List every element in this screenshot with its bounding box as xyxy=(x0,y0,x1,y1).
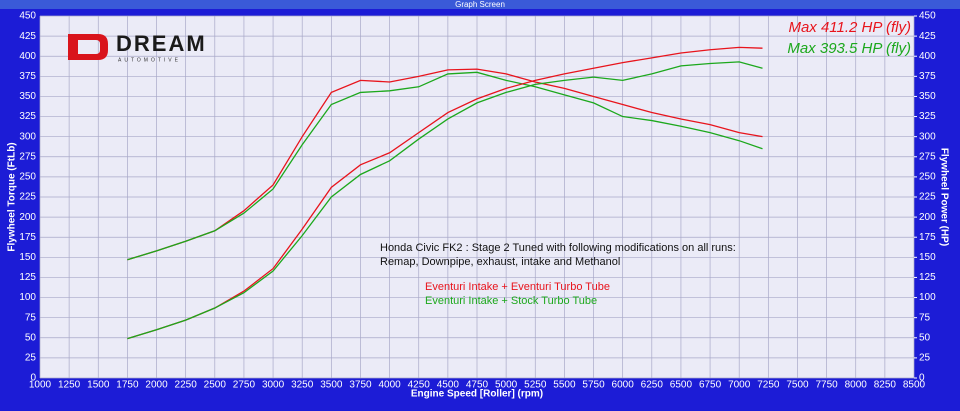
y-tick-label: 350 xyxy=(19,91,36,102)
x-tick-label: 4250 xyxy=(408,380,431,391)
logo: DREAM AUTOMOTIVE xyxy=(68,31,207,63)
y2-tick-label: 75 xyxy=(919,312,931,323)
y2-tick-label: 200 xyxy=(919,212,936,223)
x-tick-label: 7750 xyxy=(815,380,838,391)
lines xyxy=(127,46,763,340)
y2-tick-label: 225 xyxy=(919,192,936,203)
x-tick-label: 3000 xyxy=(262,380,285,391)
y-tick-label: 150 xyxy=(19,252,36,263)
y-tick-label: 0 xyxy=(30,373,36,384)
max-label: Max 393.5 HP (fly) xyxy=(787,40,911,57)
y-tick-label: 400 xyxy=(19,51,36,62)
y-tick-label: 375 xyxy=(19,71,36,82)
y2-tick-label: 425 xyxy=(919,31,936,42)
window-title: Graph Screen xyxy=(455,0,505,9)
x-tick-label: 1250 xyxy=(58,380,81,391)
y2-tick-label: 325 xyxy=(919,111,936,122)
x-tick-label: 6750 xyxy=(699,380,722,391)
y-tick-label: 325 xyxy=(19,111,36,122)
y2-tick-label: 275 xyxy=(919,151,936,162)
y2-tick-label: 175 xyxy=(919,232,936,243)
legend-entry: Eventuri Intake + Eventuri Turbo Tube xyxy=(425,281,610,293)
y2-tick-label: 450 xyxy=(919,11,936,22)
x-tick-label: 4500 xyxy=(437,380,460,391)
y-tick-label: 450 xyxy=(19,11,36,22)
y2-tick-label: 375 xyxy=(919,71,936,82)
y2-tick-label: 350 xyxy=(919,91,936,102)
y2-tick-label: 50 xyxy=(919,332,931,343)
x-axis-title: Engine Speed [Roller] (rpm) xyxy=(411,389,543,400)
y2-tick-label: 400 xyxy=(919,51,936,62)
logo-icon xyxy=(68,34,108,60)
y-tick-label: 75 xyxy=(25,312,37,323)
x-tick-label: 2750 xyxy=(233,380,256,391)
y-tick-label: 425 xyxy=(19,31,36,42)
series-line xyxy=(127,68,763,261)
y-tick-label: 100 xyxy=(19,292,36,303)
series-line xyxy=(127,71,763,261)
y2-tick-label: 100 xyxy=(919,292,936,303)
x-tick-label: 1750 xyxy=(116,380,139,391)
y-tick-label: 175 xyxy=(19,232,36,243)
y-tick-label: 25 xyxy=(25,353,37,364)
annotation: Remap, Downpipe, exhaust, intake and Met… xyxy=(380,256,620,268)
y-tick-label: 225 xyxy=(19,192,36,203)
x-tick-label: 3250 xyxy=(291,380,314,391)
y-tick-label: 200 xyxy=(19,212,36,223)
x-tick-label: 6000 xyxy=(612,380,635,391)
x-tick-label: 3750 xyxy=(349,380,372,391)
y2-tick-label: 25 xyxy=(919,353,931,364)
x-tick-label: 5250 xyxy=(524,380,547,391)
x-tick-label: 6500 xyxy=(670,380,693,391)
logo-subtitle: AUTOMOTIVE xyxy=(118,57,181,63)
y-tick-label: 250 xyxy=(19,172,36,183)
grid xyxy=(39,15,915,379)
x-tick-label: 6250 xyxy=(641,380,664,391)
y2-tick-label: 250 xyxy=(919,172,936,183)
y-tick-label: 300 xyxy=(19,131,36,142)
y2-axis-title: Flywheel Power (HP) xyxy=(938,148,949,246)
title-bar xyxy=(0,0,960,9)
y2-tick-label: 0 xyxy=(919,373,925,384)
x-tick-label: 7250 xyxy=(757,380,780,391)
y-tick-label: 50 xyxy=(25,332,37,343)
x-tick-label: 2500 xyxy=(204,380,227,391)
y-axis-title: Flywheel Torque (FtLb) xyxy=(7,142,18,251)
x-tick-label: 7000 xyxy=(728,380,751,391)
logo-text: DREAM xyxy=(116,31,207,56)
x-tick-label: 8250 xyxy=(874,380,897,391)
x-tick-label: 5750 xyxy=(582,380,605,391)
x-tick-label: 5000 xyxy=(495,380,518,391)
x-tick-label: 5500 xyxy=(553,380,576,391)
y2-tick-label: 125 xyxy=(919,272,936,283)
series-line xyxy=(127,46,763,340)
y2-tick-label: 300 xyxy=(919,131,936,142)
annotation: Honda Civic FK2 : Stage 2 Tuned with fol… xyxy=(380,242,736,254)
y2-tick-label: 150 xyxy=(919,252,936,263)
x-tick-label: 1000 xyxy=(29,380,52,391)
y-tick-label: 125 xyxy=(19,272,36,283)
x-tick-label: 1500 xyxy=(87,380,110,391)
x-tick-label: 4000 xyxy=(378,380,401,391)
x-tick-label: 8000 xyxy=(845,380,868,391)
x-tick-label: 7500 xyxy=(786,380,809,391)
x-tick-label: 2250 xyxy=(175,380,198,391)
legend-entry: Eventuri Intake + Stock Turbo Tube xyxy=(425,295,597,307)
x-tick-label: 3500 xyxy=(320,380,343,391)
x-tick-label: 8500 xyxy=(903,380,926,391)
y-tick-label: 275 xyxy=(19,151,36,162)
x-tick-label: 2000 xyxy=(145,380,168,391)
series-line xyxy=(127,61,763,340)
x-tick-label: 4750 xyxy=(466,380,489,391)
max-label: Max 411.2 HP (fly) xyxy=(788,19,911,36)
